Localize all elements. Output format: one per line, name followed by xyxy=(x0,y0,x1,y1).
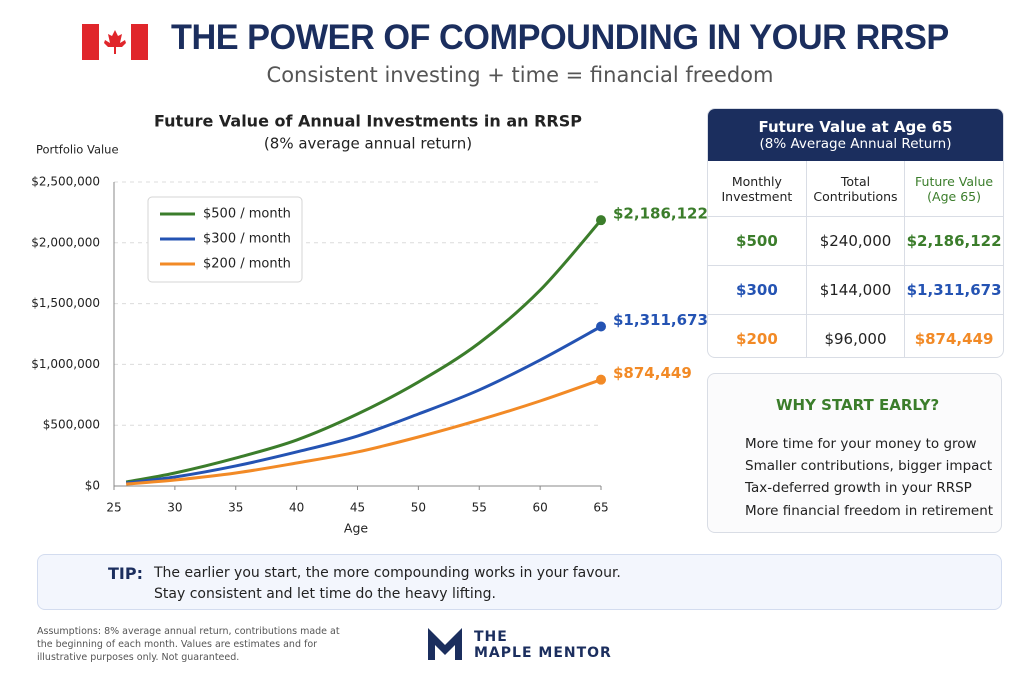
tip-line: Stay consistent and let time do the heav… xyxy=(154,586,496,602)
x-tick-label: 25 xyxy=(106,501,121,515)
data-label: $2,186,122 xyxy=(613,205,708,223)
cell: $240,000 xyxy=(806,216,906,266)
page-subtitle: Consistent investing + time = financial … xyxy=(266,63,774,87)
tip-box: TIP: The earlier you start, the more com… xyxy=(37,554,1002,610)
tip-line: The earlier you start, the more compound… xyxy=(154,565,621,581)
data-label: $874,449 xyxy=(613,364,692,382)
line xyxy=(125,219,603,484)
why-item: More time for your money to grow xyxy=(745,436,977,452)
x-tick-label: 60 xyxy=(532,501,547,515)
column-header: Future Value (Age 65) xyxy=(904,161,1003,217)
x-tick-label: 30 xyxy=(167,501,182,515)
x-tick-label: 40 xyxy=(289,501,304,515)
x-axis-label: Age xyxy=(344,521,368,536)
table-header: Future Value at Age 65 (8% Average Annua… xyxy=(708,109,1003,161)
y-tick-label: $2,500,000 xyxy=(31,175,100,189)
column-header: Monthly Investment xyxy=(708,161,807,217)
cell: $2,186,122 xyxy=(904,216,1003,266)
line xyxy=(125,325,602,485)
tip-label: TIP: xyxy=(108,564,143,583)
x-tick-label: 35 xyxy=(228,501,243,515)
y-tick-label: $0 xyxy=(85,479,100,493)
x-tick-label: 55 xyxy=(472,501,487,515)
x-tick-label: 50 xyxy=(411,501,426,515)
cell: $300 xyxy=(708,265,807,315)
page-title: THE POWER OF COMPOUNDING IN YOUR RRSP xyxy=(171,18,949,57)
why-item: Tax-deferred growth in your RRSP xyxy=(745,480,972,496)
column-header: Total Contributions xyxy=(806,161,906,217)
y-tick-label: $2,000,000 xyxy=(31,235,100,249)
end-point xyxy=(596,321,606,332)
y-tick-label: $500,000 xyxy=(43,418,100,432)
x-tick-label: 45 xyxy=(350,501,365,515)
legend-label: $300 / month xyxy=(203,232,291,247)
cell: $96,000 xyxy=(806,314,906,357)
chart-subtitle: (8% average annual return) xyxy=(264,135,472,153)
y-tick-label: $1,000,000 xyxy=(31,357,100,371)
legend-box xyxy=(147,196,303,283)
cell: $144,000 xyxy=(806,265,906,315)
table: Monthly Investment Total Contributions Fut… xyxy=(708,161,1003,357)
table-title: Future Value at Age 65 xyxy=(758,118,953,136)
cell: $200 xyxy=(708,314,807,357)
end-point xyxy=(596,215,606,226)
cell: $874,449 xyxy=(904,314,1003,357)
legend-label: $200 / month xyxy=(203,257,291,272)
cell: $500 xyxy=(708,216,807,266)
why-item: More financial freedom in retirement xyxy=(745,503,994,519)
why-item: Smaller contributions, bigger impact xyxy=(745,458,993,474)
x-tick-label: 65 xyxy=(593,501,608,515)
brand: THE xyxy=(474,629,508,645)
legend-label: $500 / month xyxy=(203,207,291,222)
brand: MAPLE MENTOR xyxy=(474,645,612,661)
y-axis-label: Portfolio Value xyxy=(36,143,119,157)
chart-title: Future Value of Annual Investments in an… xyxy=(154,112,582,131)
why-title: WHY START EARLY? xyxy=(776,396,940,414)
cell: $1,311,673 xyxy=(904,265,1003,315)
flag xyxy=(82,24,148,60)
y-tick-label: $1,500,000 xyxy=(31,296,100,310)
line xyxy=(126,378,602,486)
footnote: Assumptions: 8% average annual return, c… xyxy=(37,626,340,663)
data-label: $1,311,673 xyxy=(613,311,708,329)
logo xyxy=(428,628,462,660)
table-subtitle: (8% Average Annual Return) xyxy=(759,136,952,152)
why-panel: WHY START EARLY? More time for your mone… xyxy=(707,373,1002,533)
end-point xyxy=(596,374,606,385)
summary-table: Future Value at Age 65 (8% Average Annua… xyxy=(707,108,1004,358)
